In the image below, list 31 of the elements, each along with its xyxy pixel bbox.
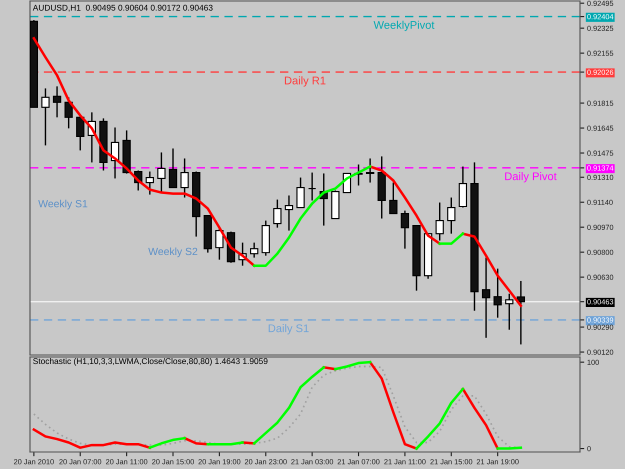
candlestick <box>296 176 305 208</box>
ref-line-label: WeeklyPivot <box>374 20 434 32</box>
candlestick <box>168 148 178 188</box>
ref-line-label: Daily Pivot <box>505 172 557 182</box>
chart-title: AUDUSD,H1 0.90495 0.90604 0.90172 0.90463 <box>32 4 213 12</box>
ref-line-label: Daily S1 <box>268 324 309 334</box>
candlestick <box>494 268 502 318</box>
candlestick <box>284 194 294 232</box>
candlestick <box>482 256 490 339</box>
candlestick <box>400 210 410 250</box>
candlestick <box>308 172 316 202</box>
annotation: Weekly S1 <box>38 200 88 210</box>
candlestick <box>146 170 154 196</box>
candlestick <box>41 88 50 146</box>
candlestick <box>366 158 374 184</box>
ref-line-label: Daily R1 <box>284 76 326 87</box>
candlestick <box>389 182 398 214</box>
candlestick <box>447 196 456 234</box>
candlestick <box>64 96 73 130</box>
candlestick <box>157 152 166 194</box>
candlestick <box>250 242 258 258</box>
candlestick <box>215 228 224 260</box>
candlestick <box>180 158 189 198</box>
annotation: Weekly S2 <box>148 247 198 258</box>
chart-title: Stochastic (H1,10,3,3,LWMA,Close/Close,80,80) 1.4643 1.9059 <box>33 358 268 366</box>
candlestick <box>505 293 514 330</box>
candlestick <box>52 86 62 118</box>
candlestick <box>436 202 444 242</box>
candlestick <box>76 116 84 152</box>
candlestick <box>273 198 282 228</box>
candlestick <box>458 166 468 208</box>
